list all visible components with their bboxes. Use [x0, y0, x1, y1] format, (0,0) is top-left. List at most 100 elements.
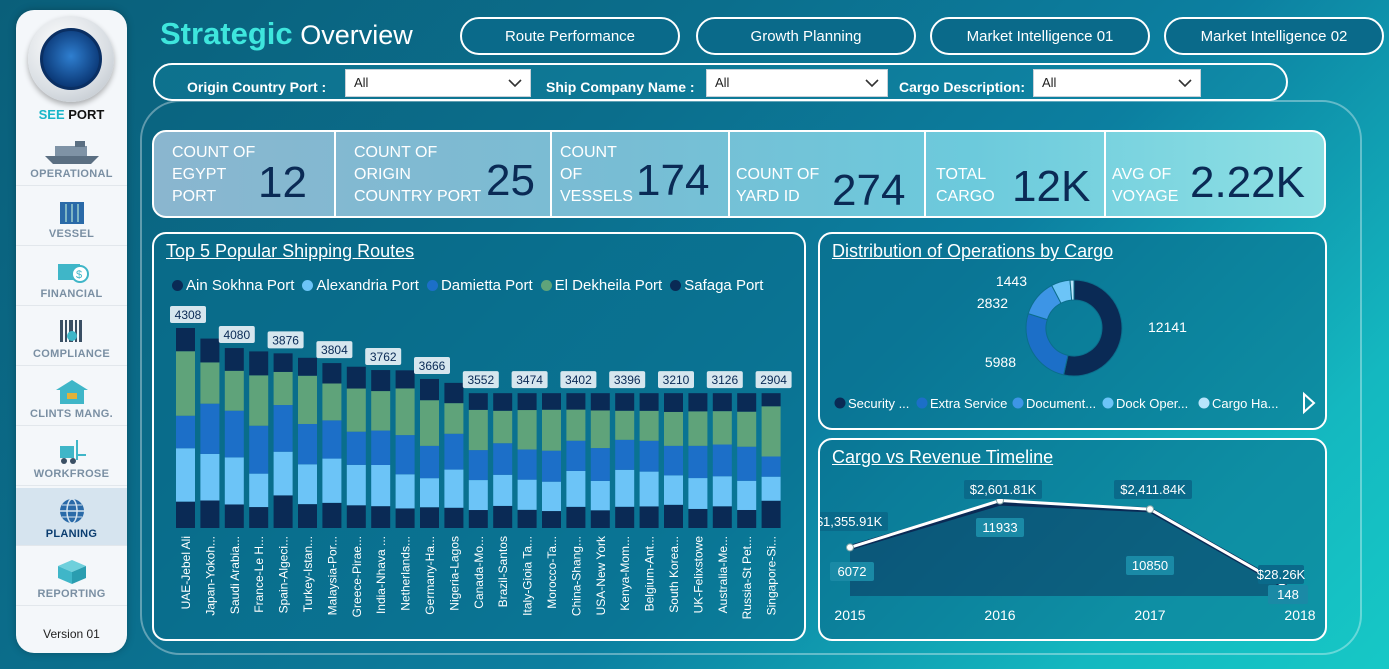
bar-segment[interactable] [420, 445, 439, 479]
bar-segment[interactable] [615, 439, 635, 470]
bar-segment[interactable] [468, 393, 488, 410]
bar-segment[interactable] [615, 506, 635, 528]
bar-segment[interactable] [712, 476, 732, 507]
bar-segment[interactable] [761, 500, 781, 528]
bar-segment[interactable] [420, 400, 439, 446]
bar-segment[interactable] [712, 393, 732, 412]
sidebar-item-vessel[interactable]: VESSEL [16, 188, 127, 246]
bar-segment[interactable] [176, 415, 195, 449]
bar-segment[interactable] [395, 435, 415, 475]
legend-label[interactable]: Security ... [848, 396, 909, 411]
bar-segment[interactable] [371, 430, 391, 465]
bar-segment[interactable] [346, 505, 366, 528]
donut-slice[interactable] [1069, 279, 1075, 301]
sidebar-item-compliance[interactable]: COMPLIANCE [16, 308, 127, 366]
bar-segment[interactable] [566, 470, 586, 507]
bar-segment[interactable] [688, 393, 708, 412]
bar-segment[interactable] [493, 443, 513, 475]
bar-segment[interactable] [737, 411, 757, 447]
see-port-logo[interactable] [28, 16, 114, 102]
bar-segment[interactable] [590, 410, 610, 449]
legend-ain-sokhna[interactable]: Ain Sokhna Port [172, 277, 294, 294]
bar-segment[interactable] [590, 448, 610, 481]
bar-segment[interactable] [468, 409, 488, 451]
bar-segment[interactable] [688, 508, 708, 528]
bar-segment[interactable] [688, 411, 708, 446]
bar-segment[interactable] [322, 458, 342, 503]
bar-segment[interactable] [298, 423, 317, 465]
bar-segment[interactable] [590, 510, 610, 528]
bar-segment[interactable] [761, 406, 781, 457]
bar-segment[interactable] [346, 366, 366, 389]
bar-segment[interactable] [688, 478, 708, 509]
legend-label[interactable]: Document... [1026, 396, 1096, 411]
bar-segment[interactable] [322, 502, 342, 528]
bar-segment[interactable] [517, 449, 537, 480]
bar-segment[interactable] [444, 382, 464, 404]
bar-segment[interactable] [176, 328, 195, 352]
bar-segment[interactable] [395, 508, 415, 528]
bar-segment[interactable] [200, 362, 220, 404]
bar-segment[interactable] [761, 393, 781, 407]
bar-segment[interactable] [566, 440, 586, 471]
bar-segment[interactable] [176, 448, 195, 502]
bar-segment[interactable] [371, 464, 391, 507]
bar-segment[interactable] [761, 476, 781, 501]
bar-segment[interactable] [371, 391, 391, 431]
bar-segment[interactable] [542, 450, 561, 482]
bar-segment[interactable] [468, 450, 488, 481]
legend-el-dekheila[interactable]: El Dekheila Port [540, 277, 662, 294]
cargo-point[interactable] [1146, 505, 1154, 514]
bar-segment[interactable] [176, 501, 195, 528]
bar-segment[interactable] [346, 431, 366, 465]
bar-segment[interactable] [566, 409, 586, 441]
origin-country-port-select[interactable]: All [345, 69, 531, 97]
bar-segment[interactable] [712, 444, 732, 477]
cargo-point[interactable] [846, 543, 854, 552]
bar-segment[interactable] [542, 511, 561, 528]
bar-segment[interactable] [249, 425, 269, 474]
bar-segment[interactable] [371, 506, 391, 528]
bar-segment[interactable] [249, 375, 269, 426]
bar-segment[interactable] [273, 451, 293, 496]
bar-segment[interactable] [249, 351, 269, 376]
bar-segment[interactable] [664, 411, 683, 446]
bar-segment[interactable] [639, 506, 659, 528]
bar-segment[interactable] [444, 507, 464, 528]
bar-segment[interactable] [298, 464, 317, 505]
bar-segment[interactable] [615, 469, 635, 507]
bar-segment[interactable] [737, 446, 757, 481]
bar-segment[interactable] [542, 481, 561, 512]
bar-segment[interactable] [737, 480, 757, 510]
bar-segment[interactable] [761, 456, 781, 477]
bar-segment[interactable] [517, 410, 537, 450]
route-performance-button[interactable]: Route Performance [460, 17, 680, 55]
bar-segment[interactable] [346, 464, 366, 506]
bar-segment[interactable] [542, 393, 561, 410]
bar-segment[interactable] [224, 370, 244, 411]
bar-segment[interactable] [517, 509, 537, 528]
bar-segment[interactable] [395, 388, 415, 436]
bar-segment[interactable] [224, 457, 244, 505]
bar-segment[interactable] [395, 474, 415, 509]
bar-segment[interactable] [590, 393, 610, 411]
bar-segment[interactable] [566, 393, 586, 410]
bar-segment[interactable] [224, 348, 244, 371]
bar-segment[interactable] [200, 500, 220, 528]
legend-label[interactable]: Cargo Ha... [1212, 396, 1278, 411]
bar-segment[interactable] [664, 393, 683, 412]
bar-segment[interactable] [322, 383, 342, 421]
bar-segment[interactable] [590, 480, 610, 511]
sidebar-item-reporting[interactable]: REPORTING [16, 548, 127, 606]
bar-segment[interactable] [420, 478, 439, 508]
bar-segment[interactable] [176, 351, 195, 416]
bar-segment[interactable] [664, 445, 683, 476]
bar-segment[interactable] [615, 393, 635, 411]
legend-alexandria[interactable]: Alexandria Port [302, 277, 419, 294]
bar-segment[interactable] [298, 357, 317, 376]
bar-segment[interactable] [639, 440, 659, 472]
bar-segment[interactable] [566, 506, 586, 528]
bar-segment[interactable] [542, 409, 561, 451]
cargo-description-select[interactable]: All [1033, 69, 1201, 97]
bar-segment[interactable] [493, 474, 513, 506]
